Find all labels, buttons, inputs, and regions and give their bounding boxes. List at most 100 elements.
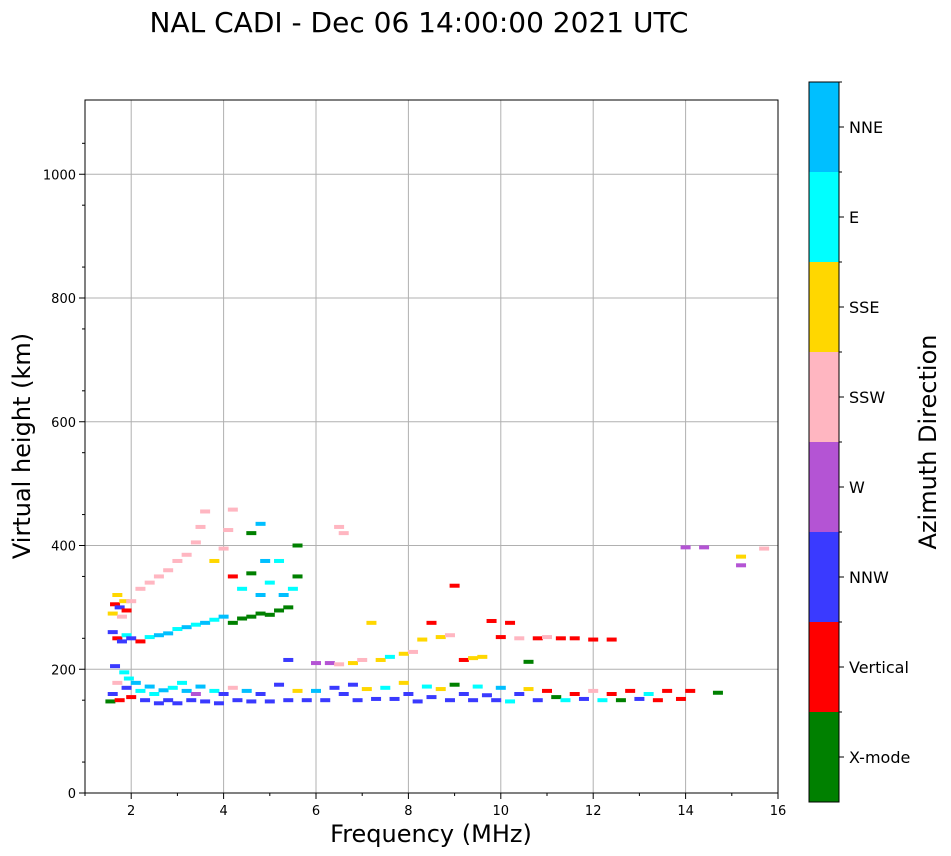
colorbar-segment: [809, 172, 839, 262]
data-point: [472, 684, 483, 689]
data-point: [167, 685, 178, 690]
data-point: [153, 701, 164, 706]
colorbar-tick-label: Vertical: [849, 658, 909, 677]
data-point: [163, 698, 174, 703]
colorbar-segment: [809, 262, 839, 352]
colorbar: X-mode Vertical NNW W SSW SSE E NNE: [808, 81, 910, 803]
colorbar-tick-label: NNE: [849, 118, 883, 137]
data-point: [551, 695, 562, 700]
data-point: [181, 688, 192, 693]
data-point: [190, 622, 201, 627]
data-point: [324, 661, 335, 666]
data-point: [514, 636, 525, 641]
data-point: [625, 688, 636, 693]
data-point: [458, 692, 469, 696]
y-tick-label: 600: [51, 416, 76, 431]
data-point: [172, 558, 183, 563]
data-point: [287, 586, 298, 591]
data-point: [255, 611, 266, 616]
colorbar-tick-label: W: [849, 478, 865, 497]
data-point: [662, 688, 673, 693]
data-point: [218, 614, 229, 619]
colorbar-segment: [809, 352, 839, 442]
data-point: [283, 698, 294, 703]
colorbar-tick-label: SSW: [849, 388, 885, 407]
data-point: [675, 696, 686, 701]
data-point: [209, 617, 220, 622]
colorbar-segment: [809, 712, 839, 802]
data-point: [116, 614, 127, 619]
data-point: [680, 545, 691, 550]
data-point: [181, 552, 192, 557]
data-point: [264, 699, 275, 704]
data-point: [338, 692, 349, 696]
data-point: [334, 662, 345, 667]
data-point: [237, 586, 248, 591]
data-point: [274, 682, 285, 687]
data-point: [542, 635, 552, 640]
colorbar-tick-label: SSE: [849, 298, 879, 317]
data-point: [699, 545, 710, 550]
colorbar-segment: [809, 82, 839, 172]
data-point: [606, 637, 617, 642]
data-point: [241, 688, 252, 693]
axes: 2 4 6 8 10 12 14 16 0 200 400 600 800 1000: [43, 142, 787, 819]
data-point: [449, 583, 460, 588]
data-point: [643, 692, 654, 696]
data-point: [209, 688, 220, 693]
data-point: [347, 682, 358, 687]
data-point: [112, 593, 123, 597]
data-point: [153, 633, 164, 638]
data-point: [320, 698, 331, 703]
data-point: [523, 659, 534, 664]
data-point: [177, 680, 188, 685]
data-point: [495, 635, 506, 640]
data-point: [403, 692, 414, 696]
data-point: [200, 699, 211, 704]
data-point: [172, 701, 183, 706]
data-point: [227, 574, 238, 579]
data-point: [292, 574, 303, 579]
data-point: [606, 692, 617, 696]
data-point: [149, 692, 160, 696]
data-point: [246, 571, 257, 576]
data-point: [759, 546, 770, 551]
data-point: [227, 685, 238, 690]
data-point: [292, 688, 303, 693]
colorbar-frame: [808, 81, 840, 803]
data-point: [477, 654, 488, 659]
data-point: [107, 692, 118, 696]
data-point: [491, 698, 502, 703]
data-point: [223, 528, 234, 533]
data-point: [347, 661, 358, 666]
data-point: [301, 698, 312, 703]
data-point: [449, 682, 460, 687]
colorbar-segment: [809, 532, 839, 622]
data-point: [569, 692, 580, 696]
data-point: [588, 637, 599, 642]
data-point: [615, 698, 626, 703]
data-point: [505, 699, 516, 704]
data-point: [200, 509, 211, 514]
x-axis-label: Frequency (MHz): [330, 820, 532, 848]
data-point: [736, 554, 747, 559]
data-point: [361, 687, 372, 692]
data-point: [444, 633, 455, 638]
data-point: [384, 654, 395, 659]
data-point: [181, 625, 192, 630]
data-point: [237, 616, 248, 621]
data-point: [227, 620, 238, 625]
data-point: [283, 605, 294, 610]
data-point: [311, 688, 321, 693]
data-point: [514, 692, 525, 696]
colorbar-tick-label: X-mode: [849, 748, 910, 767]
data-point: [186, 698, 197, 703]
data-point: [334, 524, 345, 529]
y-tick-label: 200: [51, 663, 76, 678]
data-point: [652, 698, 663, 703]
x-tick-label: 16: [770, 804, 787, 819]
data-point: [375, 657, 386, 662]
x-tick-label: 14: [677, 804, 694, 819]
data-point: [495, 685, 506, 690]
